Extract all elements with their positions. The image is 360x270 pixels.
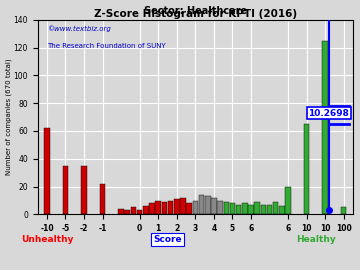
Bar [279, 206, 285, 214]
Bar [186, 203, 192, 214]
Text: Sector: Healthcare: Sector: Healthcare [144, 6, 247, 16]
Bar [180, 198, 186, 214]
Bar [248, 205, 254, 214]
Bar [63, 166, 68, 214]
Bar [261, 205, 266, 214]
Bar [230, 203, 235, 214]
Bar [224, 202, 229, 214]
Bar [168, 201, 174, 214]
Bar [137, 210, 143, 214]
Bar [341, 207, 346, 214]
Bar [143, 206, 149, 214]
Bar [322, 40, 328, 214]
Bar [211, 198, 217, 214]
Bar [125, 210, 130, 214]
Text: Healthy: Healthy [296, 235, 336, 244]
Text: 10.2698: 10.2698 [309, 109, 349, 118]
Text: ©www.textbiz.org: ©www.textbiz.org [47, 26, 111, 32]
Bar [273, 202, 278, 214]
Bar [131, 207, 136, 214]
Bar [242, 203, 248, 214]
Bar [149, 203, 155, 214]
Bar [236, 205, 241, 214]
Bar [44, 128, 50, 214]
Bar [205, 196, 211, 214]
Bar [162, 202, 167, 214]
Bar [304, 124, 309, 214]
Bar [254, 202, 260, 214]
Bar [156, 201, 161, 214]
Bar [199, 195, 204, 214]
Bar [174, 199, 180, 214]
Text: Unhealthy: Unhealthy [21, 235, 73, 244]
Bar [100, 184, 105, 214]
Bar [81, 166, 87, 214]
Bar [267, 205, 272, 214]
Title: Z-Score Histogram for KPTI (2016): Z-Score Histogram for KPTI (2016) [94, 9, 297, 19]
Bar [118, 209, 124, 214]
Text: Score: Score [153, 235, 182, 244]
Bar [193, 201, 198, 214]
Bar [217, 201, 223, 214]
Y-axis label: Number of companies (670 total): Number of companies (670 total) [5, 59, 12, 176]
Text: The Research Foundation of SUNY: The Research Foundation of SUNY [47, 43, 166, 49]
Bar [285, 187, 291, 214]
